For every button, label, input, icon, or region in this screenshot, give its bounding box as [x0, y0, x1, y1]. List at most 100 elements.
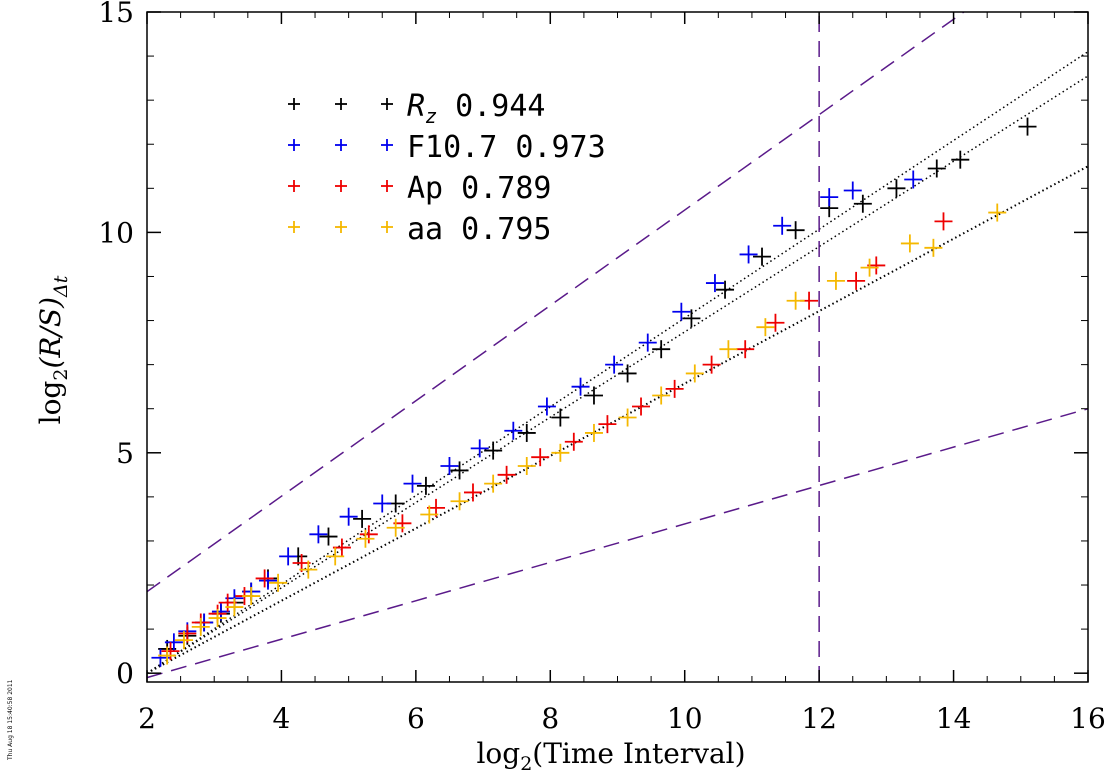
legend-series-value: 0.944 [437, 89, 545, 124]
data-point-series-4 [326, 547, 345, 566]
legend-marker-3 [335, 180, 347, 192]
fit-line-2 [147, 75, 1088, 674]
legend-marker-1 [288, 98, 300, 110]
data-point-series-3 [632, 397, 651, 416]
data-point-series-3 [255, 569, 274, 588]
data-point-series-4 [386, 518, 405, 537]
legend-marker-4 [381, 221, 393, 233]
x-tick-label: 12 [801, 702, 837, 735]
dashed-line-1 [147, 12, 966, 593]
data-point-series-4 [685, 364, 704, 383]
data-point-series-4 [719, 340, 738, 359]
data-point-series-2 [164, 633, 183, 652]
data-point-series-1 [551, 408, 570, 427]
timestamp-stamp: Thu Aug 18 15:40:58 2011 [7, 679, 14, 761]
plot-frame [146, 11, 1089, 683]
data-point-series-4 [652, 386, 671, 405]
data-point-series-1 [353, 509, 372, 528]
data-point-series-2 [705, 274, 724, 293]
legend-marker-3 [288, 180, 300, 192]
data-point-series-4 [191, 617, 210, 636]
data-point-series-4 [551, 443, 570, 462]
data-point-series-1 [319, 527, 338, 546]
x-tick-label: 8 [541, 702, 559, 735]
y-tick-label: 5 [116, 437, 134, 470]
data-point-series-1 [450, 461, 469, 480]
data-point-series-4 [860, 258, 879, 277]
data-point-series-1 [618, 364, 637, 383]
data-point-series-2 [440, 457, 459, 476]
x-tick-label: 2 [138, 702, 156, 735]
data-point-series-4 [174, 631, 193, 650]
data-point-series-4 [225, 598, 244, 617]
data-point-series-4 [756, 318, 775, 337]
legend-label-3: Ap 0.789 [407, 171, 552, 206]
data-point-series-2 [672, 302, 691, 321]
data-point-series-4 [450, 492, 469, 511]
data-point-series-4 [900, 234, 919, 253]
data-point-series-3 [161, 642, 180, 661]
y-axis-title-mid: (R/S) [34, 297, 67, 369]
data-point-series-2 [537, 397, 556, 416]
data-point-series-4 [208, 609, 227, 628]
data-point-series-2 [571, 377, 590, 396]
legend-marker-4 [335, 221, 347, 233]
legend-marker-2 [381, 139, 393, 151]
x-tick-label: 16 [1070, 702, 1106, 735]
data-point-series-3 [665, 379, 684, 398]
legend-marker-4 [288, 221, 300, 233]
data-point-series-2 [739, 245, 758, 264]
y-axis-title-subscript: 2 [50, 369, 72, 381]
y-tick-label: 15 [98, 0, 134, 29]
legend-marker-2 [335, 139, 347, 151]
legend-series-name: Ap [407, 171, 443, 206]
data-point-series-4 [517, 457, 536, 476]
data-point-series-2 [843, 181, 862, 200]
legend-marker-1 [381, 98, 393, 110]
legend-series-name: aa [407, 212, 443, 247]
data-point-series-1 [716, 280, 735, 299]
data-markers [151, 117, 1037, 667]
data-point-series-3 [531, 448, 550, 467]
data-point-series-4 [299, 560, 318, 579]
x-tick-label: 10 [667, 702, 703, 735]
data-point-series-2 [638, 333, 657, 352]
x-axis-title: log2(Time Interval) [476, 737, 745, 775]
y-axis-title-subscript-2: Δt [50, 275, 72, 298]
legend-label-4: aa 0.795 [407, 212, 552, 247]
legend-series-value: 0.795 [443, 212, 551, 247]
fit-line-3 [147, 165, 1088, 675]
data-point-series-4 [158, 646, 177, 665]
x-axis-title-subscript: 2 [520, 753, 532, 775]
legend-series-subscript: z [425, 104, 437, 128]
data-point-series-3 [359, 525, 378, 544]
data-point-series-4 [618, 408, 637, 427]
data-point-series-4 [826, 271, 845, 290]
data-point-series-2 [373, 494, 392, 513]
data-point-series-3 [934, 212, 953, 231]
data-point-series-3 [847, 271, 866, 290]
legend-series-value: 0.789 [443, 171, 551, 206]
legend-series-name: F10.7 [407, 130, 497, 165]
axis-ticks: 2 4 6 8 10 12 14 16 0 5 10 15 [98, 0, 1105, 735]
data-point-series-4 [988, 203, 1007, 222]
legend-marker-1 [335, 98, 347, 110]
y-tick-label: 0 [116, 657, 134, 690]
x-axis-title-prefix: log [476, 737, 520, 770]
data-point-series-1 [1018, 117, 1037, 136]
data-point-series-4 [420, 505, 439, 524]
data-point-series-2 [904, 170, 923, 189]
data-point-series-2 [773, 216, 792, 235]
data-point-series-2 [258, 571, 277, 590]
data-point-series-4 [269, 573, 288, 592]
data-point-series-2 [279, 547, 298, 566]
y-tick-label: 10 [98, 216, 134, 249]
data-point-series-4 [786, 291, 805, 310]
y-axis-title: log2(R/S)Δt [34, 275, 72, 424]
reference-lines [147, 12, 1088, 682]
legend-label-1: Rz 0.944 [407, 89, 545, 128]
data-point-series-1 [682, 309, 701, 328]
data-point-series-3 [736, 340, 755, 359]
